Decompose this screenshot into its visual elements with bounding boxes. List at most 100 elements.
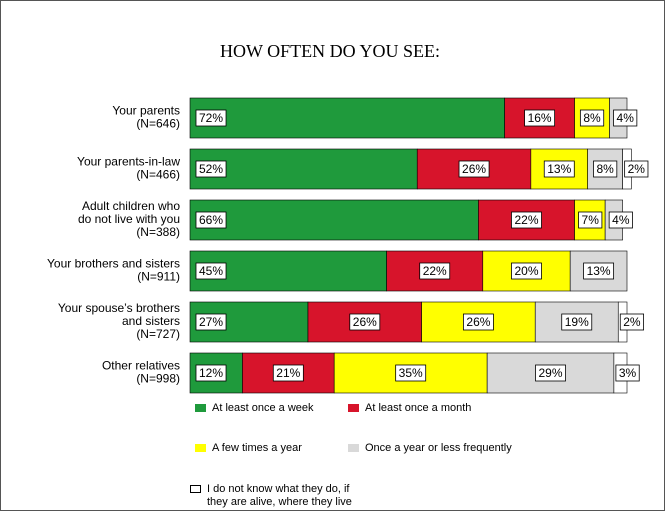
value-label-box [578,211,603,229]
value-label-text: 2% [623,315,641,329]
value-label-box [579,109,605,127]
value-label-text: 13% [587,264,611,278]
value-label-text: 45% [199,264,223,278]
legend-swatch [348,404,359,412]
value-label-box [583,262,615,280]
value-label-text: 27% [199,315,223,329]
value-label-text: 8% [583,111,601,125]
bar-segment [189,199,479,241]
legend-swatch [348,444,359,452]
value-label-text: 13% [547,162,571,176]
value-label-box [195,160,227,178]
value-label-box [543,160,575,178]
legend-label: I do not know what they do, if they are … [207,483,352,508]
value-label-box [195,211,227,229]
legend-label: At least once a week [212,402,314,414]
legend-swatch [195,404,206,412]
value-label: 2% [624,160,649,178]
value-label-box [524,109,556,127]
category-label: (N=727) [136,327,180,341]
value-label-text: 29% [539,366,563,380]
value-label-text: 16% [528,111,552,125]
value-label: 4% [608,211,633,229]
category-label: (N=466) [136,168,180,182]
legend-item: A few times a year [195,442,345,455]
value-label-box [535,364,566,382]
value-label-text: 12% [199,366,223,380]
value-label-box [272,364,304,382]
category-label: Your parents-in-law [77,155,180,169]
value-label: 29% [535,364,566,382]
value-label: 66% [195,211,227,229]
value-label-box [619,313,645,331]
legend-swatch [195,444,206,452]
value-label-text: 35% [399,366,423,380]
value-label: 26% [349,313,381,331]
value-label: 35% [395,364,427,382]
bar-segment [189,148,418,190]
value-label-text: 26% [353,315,377,329]
value-label: 21% [272,364,304,382]
value-label-text: 52% [199,162,223,176]
legend-item: At least once a month [348,402,548,415]
value-label-text: 4% [612,213,630,227]
value-label: 4% [613,109,638,127]
legend-item: Once a year or less frequently [348,442,548,455]
bar-segment [504,97,575,139]
value-label-box [195,364,227,382]
bar-segment [307,301,422,343]
legend-item: At least once a week [195,402,345,415]
value-label: 8% [593,160,618,178]
category-label: Your parents [112,104,180,118]
legend-label: Once a year or less frequently [365,442,512,454]
value-label-text: 2% [628,162,646,176]
value-label-box [511,211,542,229]
value-label: 22% [511,211,542,229]
value-label-box [395,364,427,382]
value-label-text: 19% [565,315,589,329]
value-label: 8% [579,109,605,127]
value-label-box [349,313,381,331]
value-label: 12% [195,364,227,382]
legend-label: A few times a year [212,442,302,454]
value-label: 7% [578,211,603,229]
value-label-text: 4% [617,111,635,125]
category-label: Your brothers and sisters [47,257,180,271]
value-label: 52% [195,160,227,178]
value-label-box [458,160,490,178]
value-label-text: 7% [582,213,600,227]
category-label: (N=998) [136,372,180,386]
value-label-box [511,262,542,280]
value-label-text: 22% [423,264,447,278]
value-label-box [463,313,494,331]
value-label: 2% [619,313,645,331]
value-label: 16% [524,109,556,127]
value-label-box [613,109,638,127]
value-label-box [593,160,618,178]
category-label: Your spouse’s brothers [58,301,180,315]
value-label-text: 26% [462,162,486,176]
value-label-box [419,262,451,280]
value-label-text: 3% [619,366,637,380]
chart-title: HOW OFTEN DO YOU SEE: [220,41,440,61]
value-label-box [561,313,593,331]
value-label-box [195,262,227,280]
value-label-box [608,211,633,229]
value-label: 20% [511,262,542,280]
value-label: 13% [543,160,575,178]
bar-segment [189,97,505,139]
value-label-text: 21% [276,366,300,380]
value-label: 72% [195,109,227,127]
value-label-text: 26% [466,315,490,329]
value-label: 22% [419,262,451,280]
category-label: (N=911) [137,270,180,284]
category-label: (N=646) [136,117,180,131]
category-label: do not live with you [78,212,180,226]
legend-swatch [190,485,201,493]
value-label-text: 20% [514,264,538,278]
legend-item: I do not know what they do, if they are … [190,483,360,509]
value-label-box [615,364,640,382]
value-label-box [624,160,649,178]
